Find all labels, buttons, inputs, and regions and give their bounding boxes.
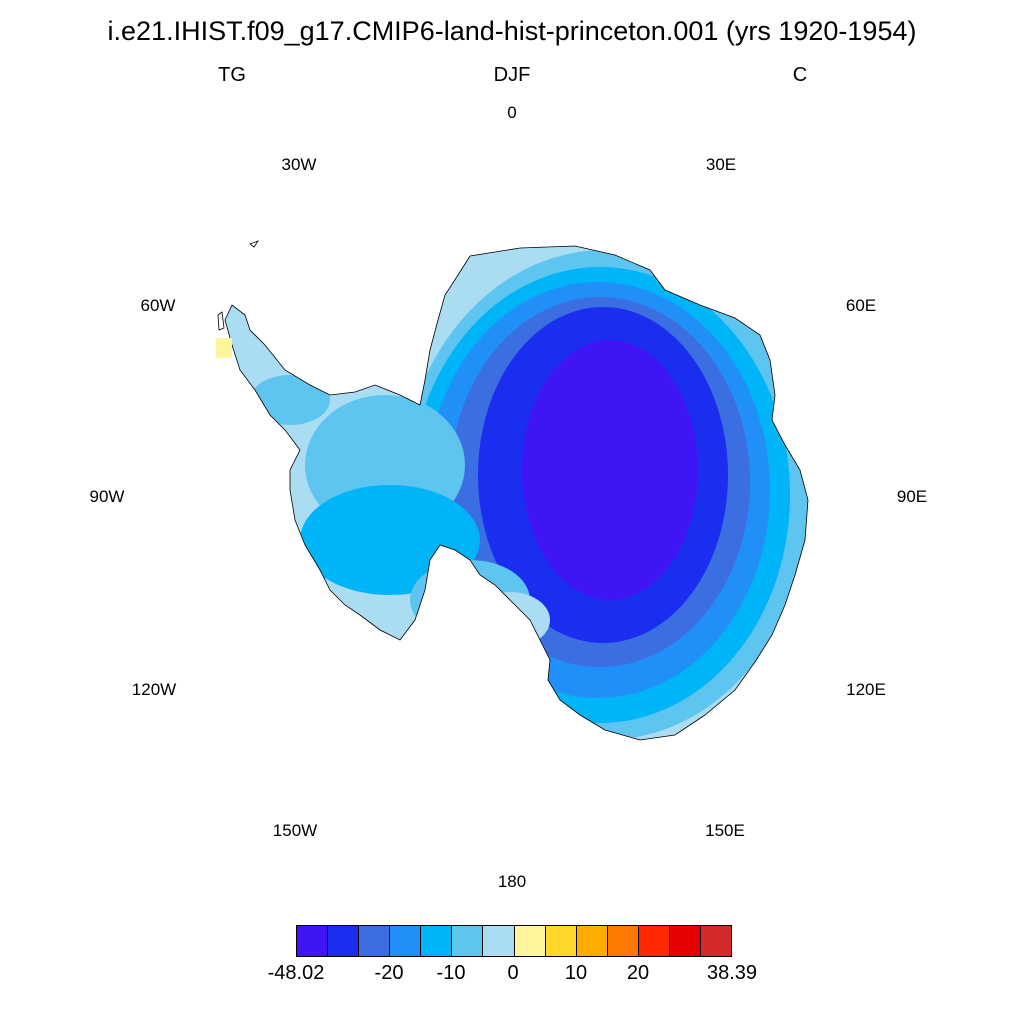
lon-label-90w: 90W xyxy=(89,487,125,506)
colorbar-swatch-6 xyxy=(483,926,515,956)
colorbar-swatch-12 xyxy=(669,926,702,956)
colorbar-swatch-5 xyxy=(452,926,484,956)
colorbar-swatch-10 xyxy=(607,926,639,956)
colorbar-label-minus20: -20 xyxy=(374,962,404,984)
colorbar-label-minus10: -10 xyxy=(436,962,466,984)
colorbar-label-min: -48.02 xyxy=(267,962,325,984)
lon-label-180: 180 xyxy=(497,872,527,891)
plot-title: i.e21.IHIST.f09_g17.CMIP6-land-hist-prin… xyxy=(107,16,917,46)
colorbar-swatch-1 xyxy=(328,926,360,956)
colorbar-swatch-4 xyxy=(421,926,453,956)
colorbar-swatch-7 xyxy=(514,926,546,956)
colorbar-label-20: 20 xyxy=(626,962,650,984)
island-outline xyxy=(217,311,225,331)
lon-label-150e: 150E xyxy=(705,821,745,840)
lon-label-120e: 120E xyxy=(846,680,886,699)
lon-label-30e: 30E xyxy=(705,155,737,174)
colorbar-label-10: 10 xyxy=(564,962,588,984)
peninsula-warm-cell xyxy=(216,338,232,358)
colorbar-swatch-13 xyxy=(701,926,732,956)
colorbar-swatch-11 xyxy=(638,926,670,956)
lon-label-150w: 150W xyxy=(272,821,318,840)
west-antarctica-cyan xyxy=(300,485,480,595)
colorbar xyxy=(296,925,732,957)
variable-label: TG xyxy=(218,64,246,86)
colorbar-swatch-8 xyxy=(545,926,577,956)
colorbar-swatch-3 xyxy=(390,926,422,956)
island-outline-north xyxy=(249,240,260,248)
peninsula-band xyxy=(250,375,330,425)
colorbar-swatch-0 xyxy=(297,926,329,956)
lon-label-30w: 30W xyxy=(281,155,317,174)
season-label: DJF xyxy=(493,64,531,86)
lon-label-90e: 90E xyxy=(896,487,928,506)
colorbar-swatch-2 xyxy=(359,926,391,956)
colorbar-label-zero: 0 xyxy=(507,962,519,984)
temp-band-violet-blue xyxy=(522,340,698,600)
colorbar-label-max: 38.39 xyxy=(706,962,758,984)
lon-label-60e: 60E xyxy=(845,296,877,315)
lon-label-120w: 120W xyxy=(131,680,177,699)
colorbar-swatch-9 xyxy=(576,926,608,956)
lon-label-0: 0 xyxy=(507,103,517,122)
lon-label-60w: 60W xyxy=(140,296,176,315)
units-label: C xyxy=(792,64,808,86)
